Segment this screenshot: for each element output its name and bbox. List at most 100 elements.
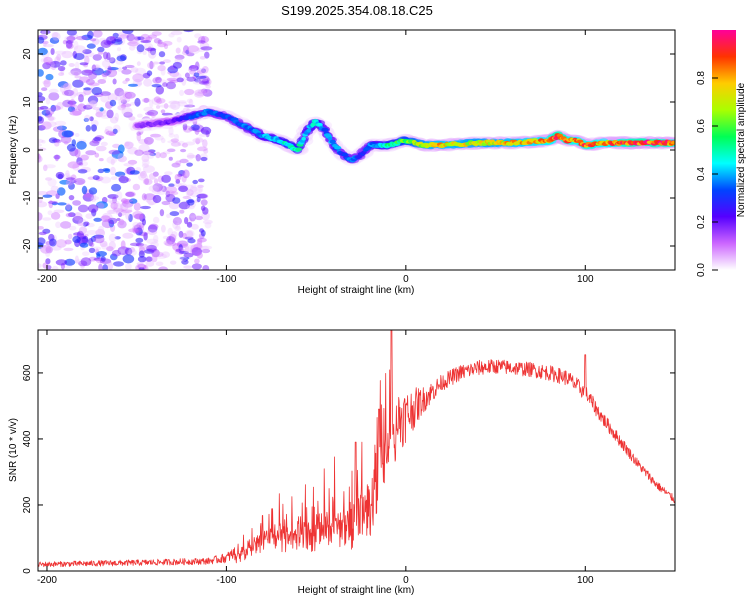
noise-speckle (172, 61, 182, 69)
noise-speckle (164, 241, 177, 247)
noise-speckle (55, 171, 65, 179)
noise-speckle (61, 50, 73, 59)
noise-speckle (117, 67, 123, 72)
noise-speckle (42, 62, 51, 70)
noise-speckle (144, 115, 150, 120)
noise-speckle (50, 48, 55, 55)
figure-title: S199.2025.354.08.18.C25 (281, 3, 433, 18)
noise-speckle (120, 209, 133, 213)
noise-speckle (97, 51, 104, 55)
noise-speckle (170, 101, 181, 110)
noise-speckle (68, 179, 77, 184)
noise-speckle (158, 266, 168, 270)
noise-speckle (73, 45, 86, 54)
ridge-cell (334, 145, 342, 150)
noise-speckle (91, 124, 97, 132)
noise-speckle (162, 125, 174, 129)
noise-speckle (62, 99, 74, 108)
noise-speckle (162, 235, 169, 240)
noise-speckle (48, 92, 60, 101)
noise-speckle (133, 202, 141, 211)
noise-speckle (155, 151, 161, 159)
noise-speckle (198, 178, 205, 183)
noise-speckle (91, 65, 100, 70)
noise-speckle (123, 162, 135, 167)
noise-speckle (93, 234, 104, 239)
ridge-cell (321, 127, 329, 132)
noise-speckle (92, 54, 103, 61)
noise-speckle (102, 72, 108, 81)
noise-speckle (68, 195, 75, 201)
noise-speckle (38, 92, 43, 97)
noise-speckle (182, 123, 188, 131)
ridge-cell (295, 147, 303, 152)
noise-speckle (134, 97, 141, 107)
noise-speckle (54, 154, 60, 162)
noise-speckle (55, 239, 67, 248)
noise-speckle (114, 87, 124, 97)
noise-speckle (193, 72, 200, 77)
noise-speckle (112, 196, 117, 204)
noise-speckle (200, 199, 208, 206)
noise-speckle (147, 109, 159, 117)
noise-speckle (98, 158, 104, 162)
noise-speckle (139, 172, 145, 177)
noise-speckle (118, 176, 129, 184)
noise-speckle (175, 47, 181, 54)
noise-speckle (101, 60, 111, 68)
noise-speckle (186, 154, 198, 158)
noise-speckle (67, 161, 80, 169)
noise-speckle (191, 263, 202, 270)
noise-speckle (97, 168, 105, 174)
noise-speckle (76, 157, 83, 166)
noise-speckle (87, 30, 94, 39)
noise-speckle (147, 228, 158, 236)
noise-speckle (152, 183, 163, 192)
noise-speckle (38, 125, 46, 131)
noise-speckle (174, 173, 182, 182)
noise-speckle (67, 233, 73, 240)
noise-speckle (117, 144, 125, 154)
noise-speckle (140, 40, 151, 44)
noise-speckle (152, 194, 162, 204)
noise-speckle (38, 47, 48, 56)
noise-speckle (101, 243, 109, 250)
noise-speckle (65, 203, 71, 211)
noise-speckle (135, 237, 144, 243)
noise-speckle (175, 179, 181, 184)
noise-speckle (153, 216, 160, 224)
noise-speckle (196, 70, 204, 74)
noise-speckle (168, 183, 175, 187)
noise-speckle (65, 170, 70, 177)
noise-speckle (155, 76, 162, 83)
noise-speckle (191, 247, 203, 257)
noise-speckle (200, 46, 213, 51)
noise-speckle (72, 235, 81, 244)
noise-speckle (153, 234, 159, 243)
noise-speckle (69, 110, 82, 116)
noise-speckle (124, 91, 136, 99)
noise-speckle (194, 91, 205, 98)
noise-speckle (200, 245, 210, 254)
noise-speckle (195, 75, 207, 79)
noise-speckle (85, 213, 93, 220)
noise-speckle (47, 200, 59, 205)
noise-speckle (56, 187, 66, 196)
noise-speckle (146, 238, 159, 244)
noise-speckle (66, 30, 77, 36)
noise-speckle (141, 193, 147, 201)
noise-speckle (200, 126, 212, 135)
ridge-cell (329, 139, 336, 144)
noise-speckle (104, 129, 110, 135)
noise-speckle (181, 173, 187, 183)
noise-speckle (63, 247, 74, 252)
y-tick-label: 200 (22, 496, 33, 513)
noise-speckle (69, 90, 77, 99)
noise-speckle (88, 71, 97, 80)
noise-speckle (93, 217, 102, 222)
noise-speckle (124, 204, 133, 214)
noise-speckle (147, 62, 155, 69)
noise-speckle (119, 90, 130, 100)
noise-speckle (106, 109, 114, 119)
